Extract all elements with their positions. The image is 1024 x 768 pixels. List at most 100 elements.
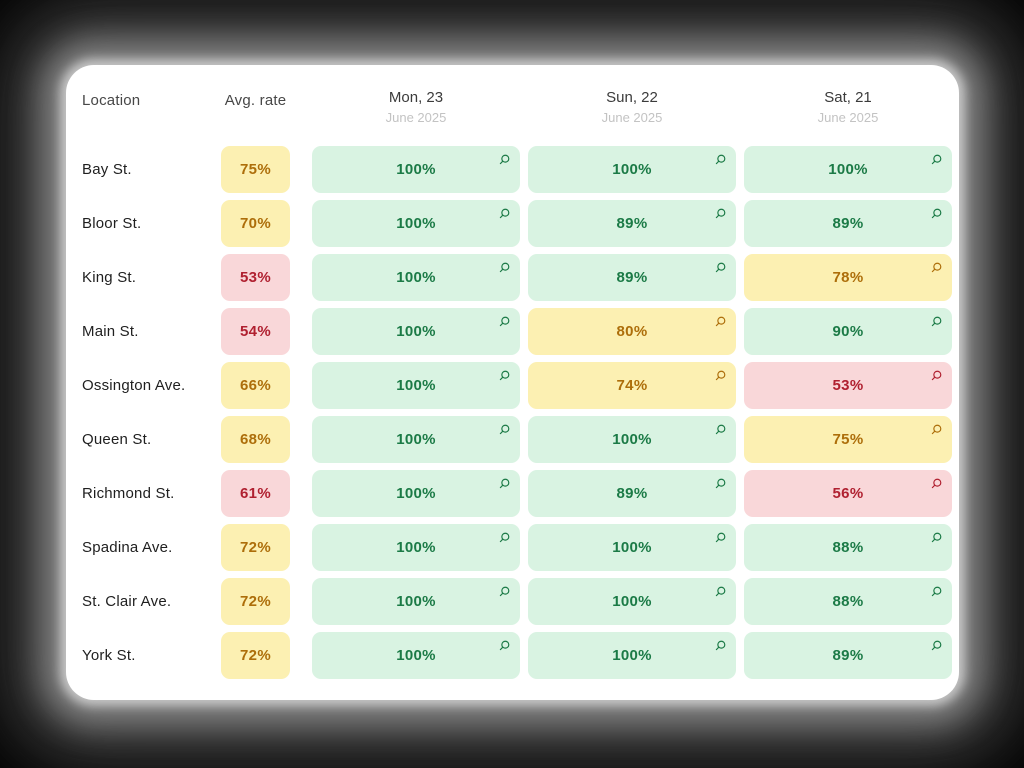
day-rate-cell[interactable]: 100% <box>312 578 520 625</box>
day-rate-value: 100% <box>396 377 436 394</box>
location-label: Main St. <box>82 323 139 340</box>
magnifier-icon[interactable] <box>714 153 727 166</box>
table-row: Bloor St. 70% 100% 89% 89% <box>82 200 952 247</box>
day-rate-cell[interactable]: 53% <box>744 362 952 409</box>
day-rate-cell[interactable]: 56% <box>744 470 952 517</box>
day-rate-value: 100% <box>396 485 436 502</box>
magnifier-icon[interactable] <box>498 207 511 220</box>
day-rate-value: 100% <box>396 215 436 232</box>
magnifier-icon[interactable] <box>714 369 727 382</box>
day-rate-cell[interactable]: 74% <box>528 362 736 409</box>
avg-rate-value: 72% <box>240 647 271 664</box>
magnifier-icon[interactable] <box>930 477 943 490</box>
magnifier-icon[interactable] <box>498 639 511 652</box>
day-rate-cell[interactable]: 100% <box>312 416 520 463</box>
rates-table: Location Avg. rate Mon, 23 June 2025 Sun… <box>82 85 952 686</box>
magnifier-icon[interactable] <box>930 531 943 544</box>
location-label: Bloor St. <box>82 215 142 232</box>
day-rate-cell[interactable]: 100% <box>744 146 952 193</box>
day-rate-cell[interactable]: 100% <box>312 200 520 247</box>
day-header-month: June 2025 <box>385 110 447 125</box>
location-label: York St. <box>82 647 136 664</box>
day-rate-cell[interactable]: 100% <box>528 146 736 193</box>
day-rate-value: 100% <box>828 161 868 178</box>
day-rate-cell[interactable]: 100% <box>528 416 736 463</box>
magnifier-icon[interactable] <box>714 315 727 328</box>
magnifier-icon[interactable] <box>498 153 511 166</box>
day-rate-cell[interactable]: 89% <box>528 470 736 517</box>
day-rate-value: 88% <box>832 539 864 556</box>
magnifier-icon[interactable] <box>714 423 727 436</box>
magnifier-icon[interactable] <box>714 639 727 652</box>
avg-rate-cell: 72% <box>221 632 290 679</box>
day-rate-cell[interactable]: 100% <box>528 632 736 679</box>
avg-rate-cell: 75% <box>221 146 290 193</box>
magnifier-icon[interactable] <box>498 585 511 598</box>
day-rate-value: 89% <box>616 269 648 286</box>
day-header-month: June 2025 <box>817 110 879 125</box>
day-rate-cell[interactable]: 100% <box>528 578 736 625</box>
day-rate-value: 100% <box>612 647 652 664</box>
avg-rate-cell: 53% <box>221 254 290 301</box>
magnifier-icon[interactable] <box>498 477 511 490</box>
magnifier-icon[interactable] <box>498 369 511 382</box>
day-rate-value: 53% <box>832 377 864 394</box>
day-rate-cell[interactable]: 75% <box>744 416 952 463</box>
magnifier-icon[interactable] <box>498 261 511 274</box>
day-rate-cell[interactable]: 100% <box>312 470 520 517</box>
avg-rate-value: 72% <box>240 539 271 556</box>
magnifier-icon[interactable] <box>714 585 727 598</box>
magnifier-icon[interactable] <box>930 261 943 274</box>
day-rate-cell[interactable]: 88% <box>744 524 952 571</box>
day-rate-value: 100% <box>396 647 436 664</box>
magnifier-icon[interactable] <box>930 315 943 328</box>
magnifier-icon[interactable] <box>930 153 943 166</box>
avg-rate-value: 75% <box>240 161 271 178</box>
magnifier-icon[interactable] <box>498 315 511 328</box>
day-rate-value: 100% <box>396 161 436 178</box>
day-rate-cell[interactable]: 100% <box>528 524 736 571</box>
day-rate-cell[interactable]: 89% <box>744 632 952 679</box>
magnifier-icon[interactable] <box>930 585 943 598</box>
magnifier-icon[interactable] <box>714 261 727 274</box>
table-row: Richmond St. 61% 100% 89% 56% <box>82 470 952 517</box>
avg-rate-value: 68% <box>240 431 271 448</box>
day-rate-cell[interactable]: 100% <box>312 632 520 679</box>
day-rate-value: 88% <box>832 593 864 610</box>
day-rate-cell[interactable]: 89% <box>528 254 736 301</box>
day-column-header: Sun, 22 June 2025 <box>528 85 736 125</box>
day-rate-cell[interactable]: 100% <box>312 308 520 355</box>
magnifier-icon[interactable] <box>498 423 511 436</box>
day-rate-value: 100% <box>612 539 652 556</box>
day-rate-cell[interactable]: 88% <box>744 578 952 625</box>
day-rate-cell[interactable]: 78% <box>744 254 952 301</box>
day-rate-cell[interactable]: 89% <box>528 200 736 247</box>
magnifier-icon[interactable] <box>498 531 511 544</box>
day-rate-cell[interactable]: 89% <box>744 200 952 247</box>
avg-rate-cell: 72% <box>221 524 290 571</box>
day-rate-cell[interactable]: 90% <box>744 308 952 355</box>
magnifier-icon[interactable] <box>930 369 943 382</box>
day-rate-value: 100% <box>612 431 652 448</box>
magnifier-icon[interactable] <box>930 639 943 652</box>
magnifier-icon[interactable] <box>930 207 943 220</box>
avg-rate-cell: 54% <box>221 308 290 355</box>
table-header: Location Avg. rate Mon, 23 June 2025 Sun… <box>82 85 952 146</box>
day-rate-value: 100% <box>396 593 436 610</box>
day-rate-cell[interactable]: 100% <box>312 362 520 409</box>
location-column-header: Location <box>82 92 141 109</box>
day-rate-cell[interactable]: 100% <box>312 146 520 193</box>
avg-rate-cell: 61% <box>221 470 290 517</box>
day-rate-cell[interactable]: 100% <box>312 524 520 571</box>
table-row: King St. 53% 100% 89% 78% <box>82 254 952 301</box>
day-rate-cell[interactable]: 100% <box>312 254 520 301</box>
avg-rate-value: 54% <box>240 323 271 340</box>
magnifier-icon[interactable] <box>714 531 727 544</box>
avg-rate-value: 53% <box>240 269 271 286</box>
magnifier-icon[interactable] <box>714 477 727 490</box>
magnifier-icon[interactable] <box>930 423 943 436</box>
day-rate-cell[interactable]: 80% <box>528 308 736 355</box>
magnifier-icon[interactable] <box>714 207 727 220</box>
day-rate-value: 78% <box>832 269 864 286</box>
day-rate-value: 90% <box>832 323 864 340</box>
